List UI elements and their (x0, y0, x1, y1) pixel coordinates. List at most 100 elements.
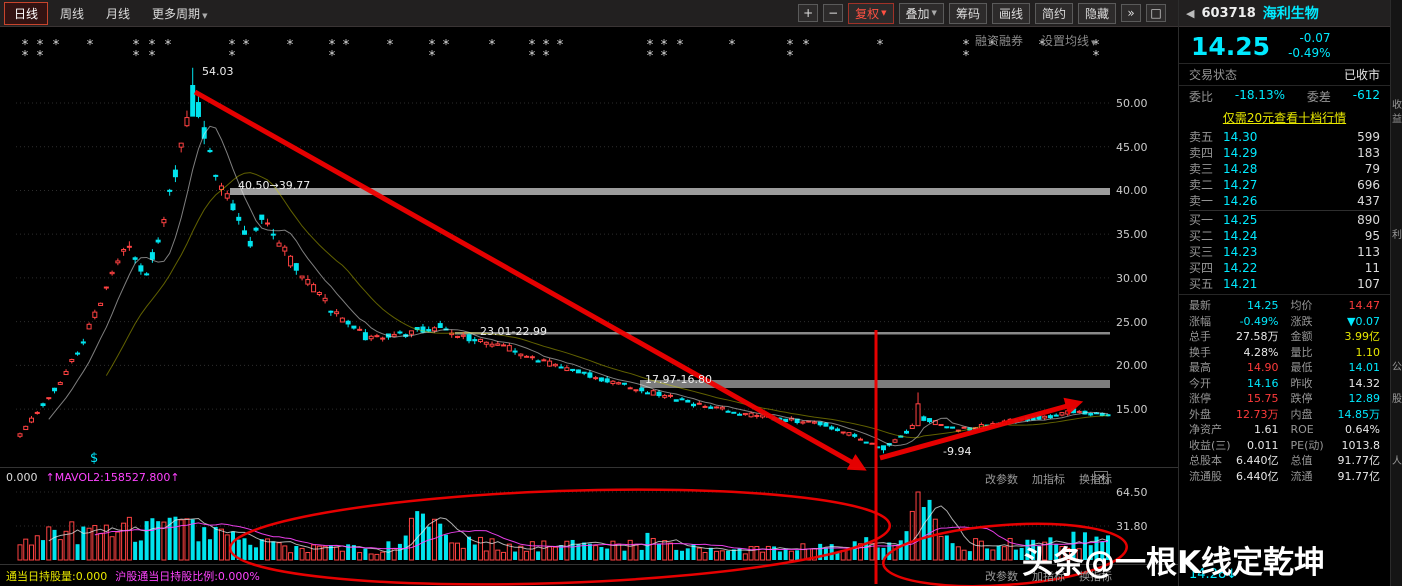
switch-indicator-button[interactable]: 换指标 (1079, 473, 1112, 486)
svg-text:*: * (429, 38, 436, 53)
switch-indicator-button[interactable]: 换指标 (1079, 570, 1112, 583)
svg-text:*: * (149, 49, 156, 64)
bid-row-2[interactable]: 买二 14.24 95 (1189, 229, 1380, 243)
stock-info-panel: ◀ 603718 海利生物 14.25 -0.07 -0.49% 交易状态 已收… (1178, 0, 1390, 586)
volume-axis-label: 31.80 (1116, 520, 1148, 533)
zone1-label: 40.50→39.77 (238, 179, 311, 192)
stat-流通: 流通 91.77亿 (1290, 469, 1381, 483)
zoom-in-button[interactable]: + (798, 4, 819, 22)
svg-text:*: * (287, 38, 294, 53)
stat-跌停: 跌停 12.89 (1290, 392, 1381, 405)
ask-row-2[interactable]: 卖二 14.27 696 (1189, 178, 1380, 192)
svg-text:*: * (1093, 49, 1100, 64)
svg-text:*: * (343, 38, 350, 53)
stock-code: 603718 (1201, 5, 1256, 21)
ma-settings-button[interactable]: 设置均线 ▼ (1041, 34, 1097, 48)
svg-text:*: * (557, 38, 564, 53)
stat-涨跌: 涨跌 ▼0.07 (1290, 314, 1381, 328)
price-axis-label: 40.00 (1116, 184, 1148, 198)
tab-daily[interactable]: 日线 (4, 1, 49, 25)
svg-text:*: * (529, 38, 536, 53)
svg-text:*: * (133, 49, 140, 64)
back-icon[interactable]: ◀ (1186, 6, 1195, 20)
chevron-down-icon: ▼ (202, 11, 208, 20)
volume-axis-label: 64.50 (1116, 486, 1148, 499)
tab-monthly[interactable]: 月线 (106, 6, 131, 21)
side-tab-1[interactable]: 收 (1392, 100, 1402, 111)
hsgt-ratio-label: 沪股通当日持股比例:0.000% (115, 570, 260, 583)
stat-总手: 总手 27.58万 (1189, 330, 1279, 343)
arrow-down-icon: ↓ (1226, 567, 1238, 582)
bid-row-4[interactable]: 买四 14.22 11 (1189, 261, 1380, 275)
simple-mode-button[interactable]: 简约 (1034, 2, 1073, 24)
price-change-pct: -0.49% (1288, 46, 1331, 60)
period-tabs: 日线 周线 月线 更多周期 ▼ (4, 1, 217, 25)
svg-text:*: * (543, 38, 550, 53)
svg-text:*: * (22, 49, 29, 64)
ask-row-3[interactable]: 卖三 14.28 79 (1189, 162, 1380, 176)
side-tab-6[interactable]: 人 (1392, 456, 1402, 467)
detach-button[interactable]: □ (1146, 4, 1166, 22)
add-indicator-button[interactable]: 加指标 (1032, 570, 1065, 583)
side-tab-5[interactable]: 股 (1392, 394, 1402, 405)
svg-text:*: * (647, 49, 654, 64)
svg-text:*: * (387, 38, 394, 53)
hide-button[interactable]: 隐藏 (1077, 2, 1116, 24)
collapse-button[interactable]: » (1121, 4, 1141, 22)
close-pane-button[interactable]: × (1094, 471, 1108, 484)
side-tab-3[interactable]: 利 (1392, 230, 1402, 241)
chevron-down-icon: ▼ (881, 9, 887, 17)
hsgt-pane-buttons: 改参数 加指标 换指标 (985, 568, 1112, 584)
bid-row-5[interactable]: 买五 14.21 107 (1189, 277, 1380, 291)
svg-text:*: * (229, 49, 236, 64)
stat-昨收: 昨收 14.32 (1290, 376, 1381, 390)
svg-text:*: * (543, 49, 550, 64)
mavol-label: ↑MAVOL2:158527.800↑ (45, 471, 180, 484)
trade-status-label: 交易状态 (1189, 68, 1238, 82)
zoom-out-button[interactable]: − (823, 4, 844, 22)
change-params-button[interactable]: 改参数 (985, 570, 1018, 583)
svg-text:*: * (963, 38, 970, 53)
svg-text:*: * (529, 49, 536, 64)
weibi-label: 委比 (1189, 90, 1214, 104)
overlay-button[interactable]: 叠加 ▼ (898, 2, 944, 24)
svg-text:*: * (787, 38, 794, 53)
adjust-price-button[interactable]: 复权 ▼ (848, 2, 894, 24)
toolbar-menus: 复权 ▼ 叠加 ▼ 筹码 画线 简约 隐藏 (848, 2, 1116, 24)
svg-text:*: * (133, 38, 140, 53)
stat-换手: 换手 4.28% (1189, 345, 1279, 359)
draw-line-button[interactable]: 画线 (991, 2, 1030, 24)
ask-row-1[interactable]: 卖一 14.26 437 (1189, 194, 1380, 208)
svg-text:*: * (877, 38, 884, 53)
ask-row-4[interactable]: 卖四 14.29 183 (1189, 146, 1380, 160)
weicha-value: -612 (1352, 88, 1380, 102)
stat-外盘: 外盘 12.73万 (1189, 407, 1279, 421)
stock-name: 海利生物 (1262, 6, 1319, 22)
dollar-marker-icon: $ (90, 451, 99, 466)
stat-金额: 金额 3.99亿 (1290, 330, 1381, 343)
stat-今开: 今开 14.16 (1189, 376, 1279, 390)
peak-price-label: 54.03 (202, 65, 234, 78)
ticker-price: 14.28↓ (1189, 567, 1237, 582)
side-tab-strip: 收益利公股人 (1390, 0, 1402, 586)
margin-trading-link[interactable]: 融资融券 (975, 34, 1024, 48)
tab-weekly[interactable]: 周线 (60, 6, 85, 21)
svg-text:*: * (1093, 38, 1100, 53)
bid-row-1[interactable]: 买一 14.25 890 (1189, 213, 1380, 227)
bid-row-3[interactable]: 买三 14.23 113 (1189, 245, 1380, 259)
add-indicator-button[interactable]: 加指标 (1032, 473, 1065, 486)
stat-涨幅: 涨幅 -0.49% (1189, 314, 1279, 328)
orderbook-divider (1189, 210, 1380, 211)
change-params-button[interactable]: 改参数 (985, 473, 1018, 486)
toolbar-right-group: + − 复权 ▼ 叠加 ▼ 筹码 画线 简约 隐藏 » □ (798, 2, 1174, 24)
side-tab-4[interactable]: 公 (1392, 362, 1402, 373)
ask-row-5[interactable]: 卖五 14.30 599 (1189, 130, 1380, 144)
top-toolbar: 日线 周线 月线 更多周期 ▼ + − 复权 ▼ 叠加 ▼ 筹码 画线 简约 隐藏 » □ (0, 0, 1178, 27)
side-tab-2[interactable]: 益 (1392, 114, 1402, 125)
svg-text:*: * (37, 38, 44, 53)
more-periods-button[interactable]: 更多周期 ▼ (152, 6, 208, 21)
svg-text:*: * (229, 38, 236, 53)
kline-chart-svg[interactable]: ***** * ***** *** * *** * *** * ***** ***** * *** * **… (0, 27, 1178, 586)
level10-promo-link[interactable]: 仅需20元查看十档行情 (1222, 111, 1347, 125)
chips-button[interactable]: 筹码 (948, 2, 987, 24)
